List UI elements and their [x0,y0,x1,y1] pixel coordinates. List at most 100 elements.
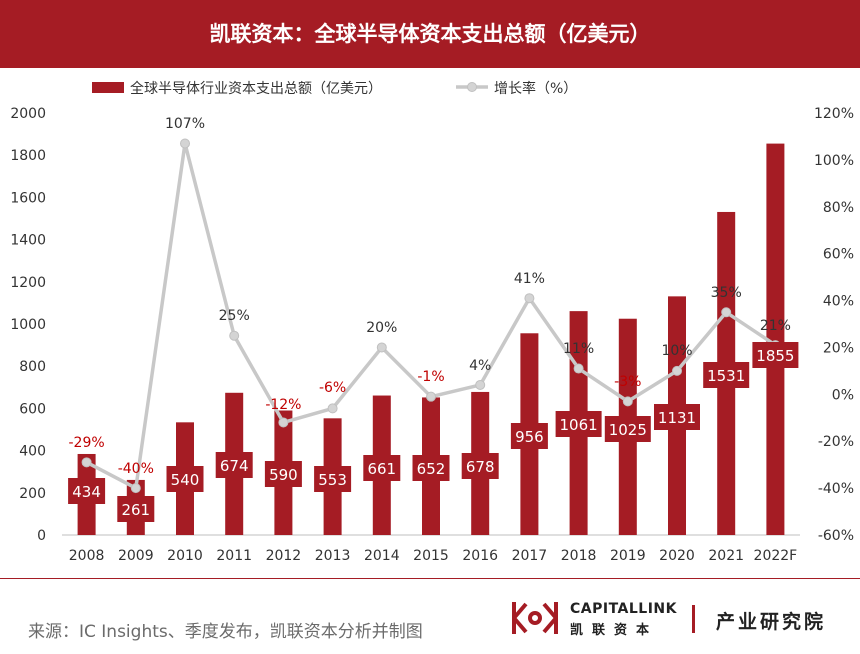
bar-value-label-box [461,453,499,479]
bar-value-label: 956 [515,428,544,446]
left-axis-tick: 1600 [10,190,46,206]
bar-value-label-box [68,478,106,504]
bar-value-label: 674 [220,457,249,475]
left-axis-tick: 1800 [10,148,46,164]
growth-label: 4% [469,358,491,374]
legend-line-marker [467,82,477,92]
title-bar [0,0,860,68]
bar-value-label: 434 [72,483,101,501]
bar-value-label-box [264,461,302,487]
right-axis-tick: -20% [818,434,854,450]
growth-label: -1% [417,369,444,385]
growth-label: -12% [265,397,301,413]
bar-value-label-box [703,362,750,388]
growth-point [81,457,92,468]
growth-point [327,403,338,414]
bar-value-label: 1061 [560,416,598,434]
growth-label: 41% [514,271,545,287]
x-axis-tick: 2015 [413,548,449,564]
growth-point [573,363,584,374]
bar-value-label-box [117,496,155,522]
logo-separator [692,605,695,633]
left-axis-tick: 200 [19,486,46,502]
x-axis-tick: 2013 [315,548,351,564]
bar-value-label-box [215,452,253,478]
right-axis-tick: 0% [832,387,854,403]
bar-value-label-box [510,423,548,449]
legend-bar-label: 全球半导体行业资本支出总额（亿美元） [130,80,382,97]
x-axis-tick: 2009 [118,548,154,564]
capitallink-logo-icon [512,602,558,634]
growth-label: -40% [118,461,154,477]
bar-value-label: 1855 [756,347,794,365]
right-axis-tick: 100% [814,153,854,169]
growth-point [622,396,633,407]
left-axis-tick: 2000 [10,106,46,122]
bar-value-label: 678 [466,458,495,476]
growth-label: 20% [366,320,397,336]
bar-value-label: 261 [121,501,150,519]
bar-value-label: 1531 [707,367,745,385]
chart: 0 200 400 600 800 1000 1200 1400 1600 1800 2000 -60… [10,80,854,564]
growth-point [475,379,486,390]
bar-value-label-box [752,342,799,368]
growth-point [229,330,240,341]
bar-value-label-box [314,466,352,492]
right-axis-tick: 120% [814,106,854,122]
x-axis-tick: 2020 [659,548,695,564]
institute-name: 产业研究院 [716,611,827,633]
growth-label: 11% [563,341,594,357]
growth-point [376,342,387,353]
right-axis-tick: 20% [823,340,854,356]
growth-point [524,293,535,304]
left-axis-tick: 0 [37,528,46,544]
x-axis-tick: 2019 [610,548,646,564]
growth-label: -6% [319,380,346,396]
right-axis-tick: 80% [823,200,854,216]
bar-value-label-box [412,455,450,481]
x-axis-tick: 2018 [561,548,597,564]
growth-label: -29% [69,435,105,451]
bar-value-label-box [604,416,651,442]
growth-point [426,391,436,402]
growth-label: 107% [165,116,205,132]
x-axis-tick: 2022F [754,548,798,564]
footer-divider [0,578,860,579]
growth-point [180,138,190,149]
growth-label: 21% [760,318,791,334]
bar-value-label: 661 [367,460,396,478]
legend-line-label: 增长率（%） [494,80,577,97]
x-axis-tick: 2008 [69,548,105,564]
growth-label: 25% [219,308,250,324]
bar-value-label-box [363,455,401,481]
left-axis-tick: 600 [19,401,46,417]
chart-title: 凯联资本：全球半导体资本支出总额（亿美元） [209,22,651,46]
logo-text-en: CAPITALLINK [570,601,677,617]
growth-point [672,365,682,376]
growth-label: -3% [614,374,641,390]
x-axis-tick: 2010 [167,548,203,564]
left-axis-tick: 1200 [10,275,46,291]
bar-value-label: 540 [171,471,200,489]
source-note: 来源：IC Insights、季度发布，凯联资本分析并制图 [28,622,423,642]
bar [766,143,785,535]
growth-label: 10% [661,343,692,359]
growth-label: 35% [711,285,742,301]
x-axis-tick: 2021 [708,548,744,564]
bar-value-label-box [555,411,602,437]
bar-value-label-box [654,404,700,430]
x-axis-tick: 2016 [462,548,498,564]
left-axis-tick: 800 [19,359,46,375]
left-axis-tick: 1000 [10,317,46,333]
growth-point [130,483,141,494]
x-axis-tick: 2011 [216,548,252,564]
left-axis-tick: 400 [19,444,46,460]
bar-value-label: 1025 [609,421,647,439]
right-axis-tick: -40% [818,481,854,497]
x-axis-tick: 2017 [512,548,548,564]
right-axis-tick: -60% [818,528,854,544]
x-axis-tick: 2012 [266,548,302,564]
growth-point [278,417,289,428]
left-axis-tick: 1400 [10,233,46,249]
bar-value-label: 590 [269,466,298,484]
